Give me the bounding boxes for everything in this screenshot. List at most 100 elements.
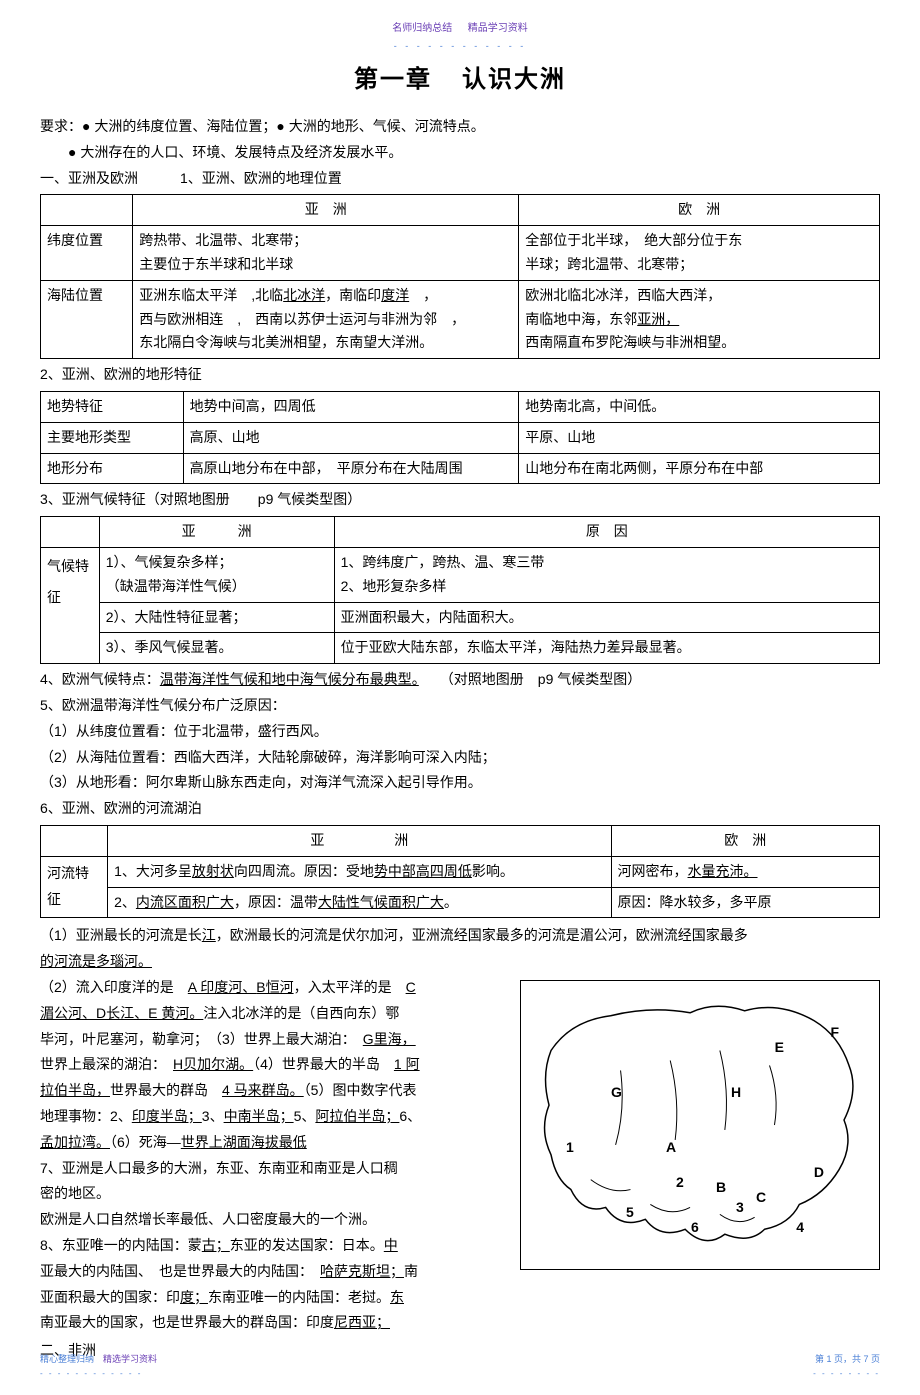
t: 亚最大的内陆国、 也是世界最大的内陆国： (40, 1263, 320, 1279)
table-row: 气候特征 1）、气候复杂多样； （缺温带海洋性气候） 1、跨纬度广，跨热、温、寒… (41, 548, 880, 603)
footer-page-num: 第 1 页，共 7 页 (813, 1352, 880, 1367)
header-dots: - - - - - - - - - - - - (40, 39, 880, 54)
th-reason: 原 因 (334, 517, 879, 548)
table-row: 地形分布 高原山地分布在中部， 平原分布在大陆周围 山地分布在南北两侧，平原分布… (41, 453, 880, 484)
t: 东南亚唯一的内陆国：老挝。 (208, 1289, 390, 1305)
t: 度； (180, 1289, 208, 1305)
t: 6、 (399, 1108, 421, 1124)
t: 温带海洋性气候和地中海气候分布最典型。 (160, 671, 419, 687)
th-europe: 欧 洲 (519, 195, 880, 226)
footer-left: 精心整理归纳 精选学习资料 - - - - - - - - - - - - (40, 1352, 157, 1381)
cell-text: 亚洲东临太平洋 ,北临北冰洋，南临印度洋 ， (139, 284, 512, 308)
section-3-title: 3、亚洲气候特征（对照地图册 p9 气候类型图） (40, 488, 880, 512)
t: D长江、 (96, 1005, 148, 1021)
cell-text: 全部位于北半球， 绝大部分位于东 (525, 229, 873, 253)
map-label-G: G (611, 1081, 622, 1105)
t: 孟加拉湾。 (40, 1134, 110, 1150)
t: 东亚的发达国家：日本。 (230, 1237, 384, 1253)
title-name: 认识大洲 (462, 66, 566, 93)
cell-eu-sea: 欧洲北临北冰洋，西临大西洋， 南临地中海，东邻亚洲， 西南隔直布罗陀海峡与非洲相… (519, 280, 880, 358)
t: 亚洲， (637, 311, 679, 327)
t: 水量充沛。 (688, 863, 758, 879)
para-rivers-1: （1）亚洲最长的河流是长江，欧洲最长的河流是伏尔加河，亚洲流经国家最多的河流是湄… (40, 924, 880, 948)
t: B恒河 (256, 979, 293, 995)
empty-cell (41, 826, 108, 857)
t: 北冰洋 (283, 287, 325, 303)
para-5: 5、欧洲温带海洋性气候分布广泛原因： (40, 694, 880, 718)
top-header: 名师归纳总结 精品学习资料 - - - - - - - - - - - - (40, 20, 880, 54)
table-terrain: 地势特征 地势中间高，四周低 地势南北高，中间低。 主要地形类型 高原、山地 平… (40, 391, 880, 484)
t: 度洋 (381, 287, 409, 303)
map-label-5: 5 (626, 1201, 634, 1225)
t: 河流特征 (47, 860, 101, 913)
para-8c: 亚面积最大的国家：印度；东南亚唯一的内陆国：老挝。东 (40, 1286, 880, 1310)
cell-asia-sea: 亚洲东临太平洋 ,北临北冰洋，南临印度洋 ， 西与欧洲相连 , 西南以苏伊士运河… (133, 280, 519, 358)
section-6-title: 6、亚洲、欧洲的河流湖泊 (40, 797, 880, 821)
section-1-title: 一、亚洲及欧洲 1、亚洲、欧洲的地理位置 (40, 167, 880, 191)
t: （4）世界最大的半岛 (253, 1056, 394, 1072)
t: 尼西亚； (334, 1314, 390, 1330)
para-5-2: （2）从海陆位置看：西临大西洋，大陆轮廓破碎，海洋影响可深入内陆； (40, 746, 880, 770)
footer-right: 第 1 页，共 7 页 - - - - - - - - (813, 1352, 880, 1381)
t: H贝加尔湖。 (173, 1056, 253, 1072)
th-eu: 欧 洲 (611, 826, 879, 857)
para-rivers-1b: 的河流是多瑙河。 (40, 950, 880, 974)
table-row: 亚 洲 原 因 (41, 517, 880, 548)
t: 湄公河、 (40, 1005, 96, 1021)
t: 1、跨纬度广，跨热、温、寒三带 (341, 551, 873, 575)
section-2-title: 2、亚洲、欧洲的地形特征 (40, 363, 880, 387)
t: G里海， (363, 1031, 416, 1047)
requirement-line-2: ● 大洲存在的人口、环境、发展特点及经济发展水平。 (40, 141, 880, 165)
map-svg (521, 981, 879, 1269)
t: 中南半岛； (224, 1108, 294, 1124)
cell: 平原、山地 (519, 422, 880, 453)
t: 世界上最深的湖泊： (40, 1056, 173, 1072)
table-row: 2）、大陆性特征显著； 亚洲面积最大，内陆面积大。 (41, 602, 880, 633)
t: 印度半岛； (132, 1108, 202, 1124)
th-asia: 亚 洲 (133, 195, 519, 226)
map-outline (545, 1006, 853, 1240)
requirement-line-1: 要求：● 大洲的纬度位置、海陆位置；● 大洲的地形、气候、河流特点。 (40, 115, 880, 139)
map-label-4: 4 (796, 1216, 804, 1240)
t: 注入北冰洋的是（自西向东）鄂 (203, 1005, 399, 1021)
para-8d: 南亚最大的国家，也是世界最大的群岛国：印度尼西亚； (40, 1311, 880, 1335)
t: 世界上湖面海拔最低 (181, 1134, 307, 1150)
t: E 黄河。 (148, 1005, 203, 1021)
cell-text: 南临地中海，东邻亚洲， (525, 308, 873, 332)
map-label-1: 1 (566, 1136, 574, 1160)
t: 4 马来群岛。 (222, 1082, 304, 1098)
cell: 位于亚欧大陆东部，东临太平洋，海陆热力差异最显著。 (334, 633, 879, 664)
t: 精心整理归纳 (40, 1354, 94, 1364)
cell: 3）、季风气候显著。 (99, 633, 334, 664)
table-row: 地势特征 地势中间高，四周低 地势南北高，中间低。 (41, 392, 880, 423)
t: 3、 (202, 1108, 224, 1124)
header-text-2: 精品学习资料 (468, 23, 528, 34)
t: （缺温带海洋性气候） (106, 575, 328, 599)
map-label-E: E (775, 1036, 784, 1060)
t: 势中部高四周低 (374, 863, 472, 879)
table-geography-position: 亚 洲 欧 洲 纬度位置 跨热带、北温带、北寒带； 主要位于东半球和北半球 全部… (40, 194, 880, 359)
row-label: 气候特征 (41, 548, 100, 664)
t: 内流区面积广大 (136, 894, 234, 910)
table-row: 2、内流区面积广大，原因：温带大陆性气候面积广大。 原因：降水较多，多平原 (41, 887, 880, 918)
row-label: 海陆位置 (41, 280, 133, 358)
cell: 2）、大陆性特征显著； (99, 602, 334, 633)
map-label-2: 2 (676, 1171, 684, 1195)
t: 毕河，叶尼塞河，勒拿河； （3）世界上最大湖泊： (40, 1031, 363, 1047)
t: 哈萨克斯坦； (320, 1263, 404, 1279)
t: 1 阿 (394, 1056, 420, 1072)
empty-cell (41, 517, 100, 548)
footer-right-dots: - - - - - - - - (813, 1367, 880, 1381)
cell-asia-lat: 跨热带、北温带、北寒带； 主要位于东半球和北半球 (133, 226, 519, 281)
table-row: 河流特征 1、大河多呈放射状向四周流。原因：受地势中部高四周低影响。 河网密布，… (41, 856, 880, 887)
t: 。 (444, 894, 458, 910)
cell: 河网密布，水量充沛。 (611, 856, 879, 887)
page-footer: 精心整理归纳 精选学习资料 - - - - - - - - - - - - 第 … (40, 1352, 880, 1381)
cell: 1、大河多呈放射状向四周流。原因：受地势中部高四周低影响。 (108, 856, 611, 887)
cell-text: 欧洲北临北冰洋，西临大西洋， (525, 284, 873, 308)
table-row: 亚 洲 欧 洲 (41, 195, 880, 226)
para-4: 4、欧洲气候特点：温带海洋性气候和地中海气候分布最典型。 （对照地图册 p9 气… (40, 668, 880, 692)
header-line1: 名师归纳总结 精品学习资料 (40, 20, 880, 37)
t: （2）流入印度洋的是 (40, 979, 188, 995)
t: 2、地形复杂多样 (341, 575, 873, 599)
